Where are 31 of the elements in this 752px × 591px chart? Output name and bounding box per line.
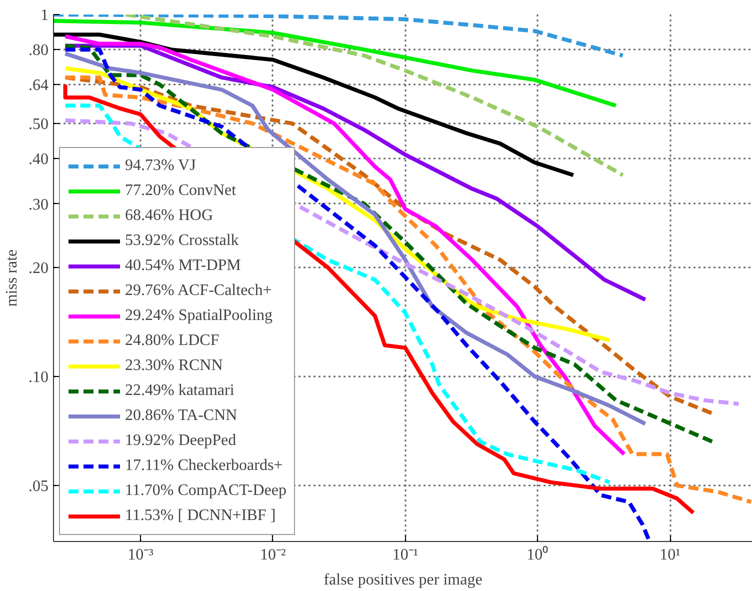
y-tick-label: .40 xyxy=(28,151,48,168)
legend-label: 19.92% DeepPed xyxy=(125,431,236,451)
y-tick-label: 1 xyxy=(40,7,48,24)
y-tick-label: .20 xyxy=(28,260,48,278)
legend-label: 77.20% ConvNet xyxy=(125,181,236,201)
legend-label: 23.30% RCNN xyxy=(125,356,223,376)
legend-label: 11.53% [ DCNN+IBF ] xyxy=(125,506,276,526)
y-tick-label: .30 xyxy=(28,196,48,214)
y-tick-label: .50 xyxy=(28,116,48,133)
y-tick-label: .05 xyxy=(28,478,48,495)
y-tick-label: .64 xyxy=(28,77,48,94)
x-tick-label: 10⁻¹ xyxy=(392,546,418,564)
y-tick-label: .10 xyxy=(28,368,48,386)
legend-label: 53.92% Crosstalk xyxy=(125,231,239,251)
legend-label: 20.86% TA-CNN xyxy=(125,406,238,426)
legend-label: 40.54% MT-DPM xyxy=(125,256,241,276)
x-tick-label: 10⁰ xyxy=(526,546,549,564)
legend-label: 94.73% VJ xyxy=(125,156,196,176)
legend-label: 24.80% LDCF xyxy=(125,331,220,351)
x-tick-label: 10⁻² xyxy=(260,546,286,564)
legend-label: 29.76% ACF-Caltech+ xyxy=(125,281,272,301)
legend-label: 17.11% Checkerboards+ xyxy=(125,456,283,476)
y-axis-title: miss rate xyxy=(4,249,20,307)
legend-label: 11.70% CompACT-Deep xyxy=(125,481,286,501)
legend-label: 68.46% HOG xyxy=(125,206,213,226)
legend-label: 22.49% katamari xyxy=(125,381,234,401)
x-tick-label: 10⁻³ xyxy=(128,546,154,564)
legend-label: 29.24% SpatialPooling xyxy=(125,306,273,326)
x-axis-title: false positives per image xyxy=(324,572,482,588)
y-tick-label: .80 xyxy=(28,42,48,60)
x-tick-label: 10¹ xyxy=(660,546,681,564)
